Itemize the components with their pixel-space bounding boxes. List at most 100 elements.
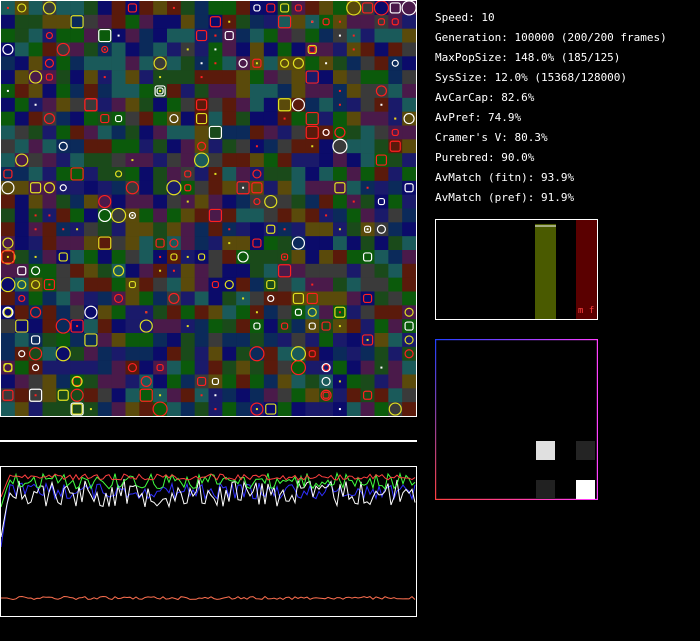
grid-cell xyxy=(402,56,416,71)
grid-cell xyxy=(97,97,112,112)
grid-cell xyxy=(167,125,182,140)
grid-cell xyxy=(263,222,278,237)
organism-circle xyxy=(128,211,137,220)
grid-cell xyxy=(28,56,43,71)
grid-cell xyxy=(236,167,251,182)
organism-dot xyxy=(283,255,286,258)
stat-syssize: SysSize: 12.0% (15368/128000) xyxy=(435,71,628,84)
grid-cell xyxy=(333,277,348,292)
grid-cell xyxy=(56,28,71,43)
grid-cell xyxy=(360,360,375,375)
grid-cell xyxy=(263,180,278,195)
organism-square xyxy=(224,30,234,41)
organism-dot xyxy=(338,408,341,411)
grid-cell xyxy=(153,236,168,251)
grid-cell xyxy=(194,153,209,168)
grid-cell xyxy=(277,14,292,29)
organism-dot xyxy=(34,394,37,397)
grid-cell xyxy=(180,153,195,168)
organism-circle xyxy=(3,307,13,317)
grid-cell xyxy=(305,222,320,237)
grid-cell xyxy=(167,208,182,223)
organism-square xyxy=(28,388,43,402)
grid-cell xyxy=(208,333,223,348)
grid-cell xyxy=(28,14,43,29)
grid-cell xyxy=(84,263,99,278)
grid-cell xyxy=(263,139,278,154)
grid-cell xyxy=(111,346,126,361)
grid-cell xyxy=(167,56,182,71)
grid-cell xyxy=(97,236,112,251)
grid-cell xyxy=(208,14,223,29)
grid-cell xyxy=(180,70,195,85)
grid-cell xyxy=(319,277,334,292)
grid-cell xyxy=(1,360,16,375)
grid-cell xyxy=(263,111,278,126)
grid-cell xyxy=(305,208,320,223)
organism-dot xyxy=(242,297,245,300)
grid-cell xyxy=(222,125,237,140)
grid-cell xyxy=(125,125,140,140)
grid-cell xyxy=(167,167,182,182)
grid-cell xyxy=(70,402,85,416)
grid-cell xyxy=(84,360,99,375)
grid-cell xyxy=(28,402,43,416)
grid-cell xyxy=(222,139,237,154)
organism-dot xyxy=(255,62,258,65)
grid-cell xyxy=(56,14,71,29)
grid-cell xyxy=(291,360,306,375)
grid-cell xyxy=(111,153,126,168)
grid-cell xyxy=(84,277,99,292)
grid-cell xyxy=(305,333,320,348)
grid-cell xyxy=(14,208,29,223)
organism-circle xyxy=(332,138,348,154)
grid-cell xyxy=(70,42,85,57)
grid-cell xyxy=(97,208,112,223)
grid-cell xyxy=(388,319,403,334)
grid-cell xyxy=(194,97,209,112)
organism-circle xyxy=(125,181,140,195)
organism-square xyxy=(71,403,83,415)
organism-square xyxy=(43,278,56,291)
organism-dot xyxy=(228,20,231,23)
organism-circle xyxy=(321,362,331,373)
grid-cell xyxy=(14,139,29,154)
grid-cell xyxy=(153,125,168,140)
grid-cell xyxy=(111,70,126,85)
organism-dot xyxy=(311,283,314,286)
grid-cell xyxy=(56,236,71,251)
stat-avmatch-fitn: AvMatch (fitn): 93.9% xyxy=(435,171,575,184)
grid-cell xyxy=(277,153,292,168)
grid-cell xyxy=(84,97,99,112)
grid-cell xyxy=(84,14,99,29)
grid-cell xyxy=(250,263,265,278)
grid-cell xyxy=(84,84,99,99)
grid-cell xyxy=(56,167,71,182)
organism-square xyxy=(1,250,15,264)
grid-cell xyxy=(97,374,112,389)
organism-circle xyxy=(31,363,40,372)
grid-cell xyxy=(153,56,168,71)
organism-square xyxy=(156,363,164,372)
organism-square xyxy=(208,208,223,223)
grid-cell xyxy=(236,333,251,348)
organism-dot xyxy=(159,255,162,258)
grid-cell xyxy=(263,56,278,71)
grid-cell xyxy=(263,125,278,140)
grid-cell xyxy=(291,277,306,292)
grid-cell xyxy=(250,28,265,43)
grid-cell xyxy=(388,97,403,112)
grid-cell xyxy=(180,111,195,126)
grid-cell xyxy=(153,291,168,306)
grid-cell xyxy=(236,111,251,126)
organism-circle xyxy=(1,181,15,195)
organism-square xyxy=(211,280,220,289)
grid-cell xyxy=(402,180,416,195)
grid-cell xyxy=(346,305,361,320)
grid-cell xyxy=(42,222,57,237)
grid-cell xyxy=(153,1,168,16)
grid-cell xyxy=(319,305,334,320)
organism-dot xyxy=(103,48,106,51)
grid-cell xyxy=(263,236,278,251)
organism-circle xyxy=(388,402,402,416)
